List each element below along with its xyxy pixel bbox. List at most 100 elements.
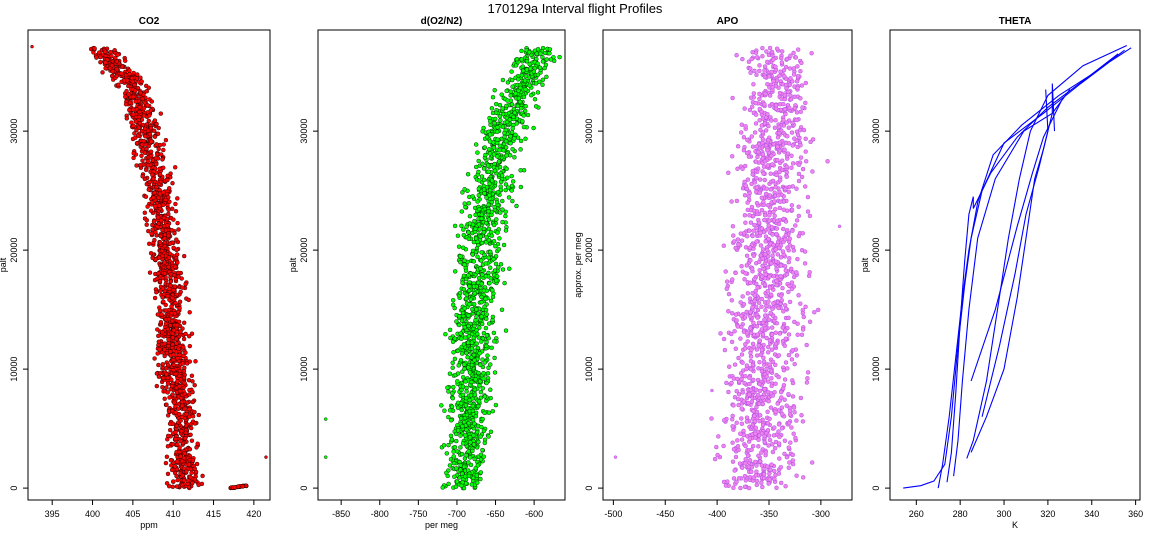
data-point (500, 173, 505, 178)
data-point (773, 381, 778, 386)
data-point (482, 394, 488, 399)
data-point (140, 96, 145, 102)
data-point (756, 300, 762, 305)
plot-frame (27, 29, 271, 501)
x-tick-label: 410 (166, 509, 181, 519)
data-point (750, 443, 756, 449)
data-point (804, 159, 809, 164)
data-point (764, 293, 769, 299)
data-point (756, 453, 761, 458)
data-point (547, 47, 553, 52)
data-point (766, 137, 771, 143)
data-point (148, 108, 154, 113)
data-point (777, 73, 782, 79)
data-point (777, 456, 782, 461)
data-point (788, 53, 793, 58)
data-point (535, 47, 541, 52)
data-point (763, 252, 768, 257)
data-point (153, 229, 158, 235)
data-point (771, 433, 777, 438)
data-point (240, 484, 246, 489)
data-point (794, 117, 799, 123)
data-point (729, 339, 735, 345)
data-point (765, 202, 771, 208)
data-point (776, 429, 781, 434)
data-point (123, 94, 128, 99)
data-point (505, 175, 510, 180)
data-point (181, 375, 187, 381)
data-point (461, 232, 466, 238)
data-point (778, 199, 783, 205)
data-point (181, 345, 186, 350)
data-point (788, 440, 793, 445)
data-point (459, 336, 464, 341)
data-point (471, 442, 477, 447)
data-point (165, 177, 170, 183)
data-point (452, 223, 458, 229)
data-point (750, 104, 755, 109)
data-point (762, 282, 768, 287)
data-point (796, 213, 801, 219)
data-point (764, 186, 769, 191)
data-point (165, 444, 171, 449)
data-point (495, 230, 500, 235)
data-point (503, 213, 508, 219)
data-point (763, 450, 769, 455)
data-point (752, 276, 757, 282)
data-point (472, 291, 477, 296)
data-point (451, 302, 456, 307)
data-point (474, 473, 479, 478)
data-point (533, 104, 539, 109)
data-point (760, 395, 765, 400)
data-point (160, 295, 165, 300)
data-point (488, 119, 493, 124)
data-point (458, 433, 463, 438)
data-point (802, 249, 808, 254)
data-point (139, 142, 145, 147)
data-point (475, 430, 480, 435)
y-tick-label: 20000 (9, 238, 19, 263)
data-point (755, 285, 760, 290)
data-point (146, 241, 152, 247)
data-point (508, 89, 514, 94)
data-point (786, 259, 791, 265)
data-point (730, 417, 735, 422)
data-point (527, 83, 532, 88)
data-point (452, 336, 458, 341)
data-point (757, 388, 763, 394)
data-point (762, 121, 768, 126)
data-point (473, 414, 479, 419)
panel-title: APO (717, 16, 739, 27)
data-point (477, 178, 482, 183)
data-point (466, 323, 471, 329)
data-point (462, 306, 467, 311)
data-point (735, 438, 740, 443)
y-tick-label: 0 (9, 486, 19, 491)
data-point (757, 190, 762, 196)
data-point (767, 274, 772, 279)
data-point (163, 460, 169, 466)
data-point (772, 199, 777, 204)
data-point (732, 362, 738, 367)
data-point (799, 60, 804, 66)
data-point (470, 194, 475, 199)
data-point (776, 353, 782, 358)
data-point (171, 357, 176, 363)
data-point (787, 66, 793, 71)
data-point (129, 76, 135, 81)
data-point (762, 64, 768, 69)
data-point (447, 408, 453, 413)
data-point (159, 218, 164, 223)
data-point (780, 158, 785, 163)
data-point (522, 78, 528, 83)
data-point (490, 294, 496, 300)
data-point (459, 407, 464, 413)
data-point (524, 67, 530, 72)
data-point (181, 466, 187, 471)
data-point (501, 242, 507, 248)
data-point (152, 118, 158, 123)
data-point (486, 434, 491, 439)
data-point (490, 409, 495, 414)
data-point (796, 162, 802, 168)
data-point (731, 376, 736, 381)
